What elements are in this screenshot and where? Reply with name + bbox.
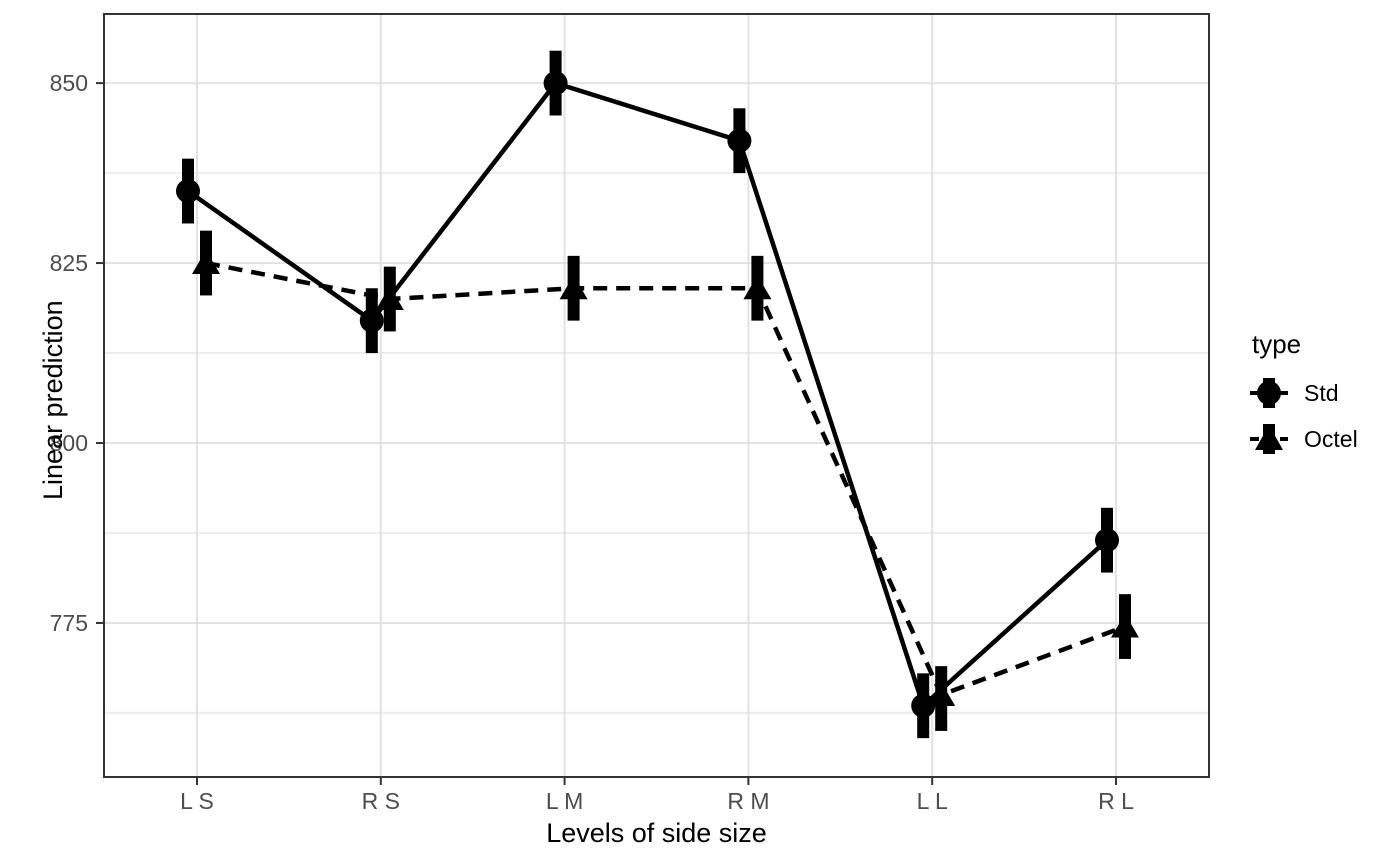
std-point-l-s — [176, 179, 200, 204]
x-tick-label-l-m: L M — [546, 788, 584, 814]
octel-point-l-m — [559, 275, 588, 300]
y-axis-title: Linear prediction — [38, 300, 68, 500]
legend-item-octel: Octel — [1248, 416, 1358, 462]
std-point-r-m — [727, 128, 752, 153]
x-axis-title: Levels of side size — [546, 818, 767, 848]
x-tick-label-r-m: R M — [727, 788, 769, 814]
legend-item-std: Std — [1248, 370, 1358, 416]
octel-line — [205, 260, 1126, 698]
octel-point-r-s — [375, 286, 404, 311]
legend-title: type — [1252, 329, 1302, 359]
std-pointrange-key-icon — [1250, 378, 1288, 408]
y-tick-label-850: 850 — [50, 70, 88, 96]
std-point-l-m — [543, 71, 568, 96]
legend-label-std: Std — [1304, 379, 1339, 406]
octel-point-r-m — [743, 275, 772, 300]
x-tick-label-l-l: L L — [917, 788, 948, 814]
legend: type Std Octel — [1248, 330, 1358, 462]
octel-pointrange-key-icon — [1250, 424, 1288, 454]
panel-border — [103, 13, 1210, 778]
std-point-r-l — [1095, 528, 1119, 553]
y-tick-label-825: 825 — [50, 250, 88, 276]
x-tick-label-r-l: R L — [1098, 788, 1134, 814]
octel-point-r-l — [1111, 613, 1139, 638]
y-tick-label-775: 775 — [50, 610, 88, 636]
x-tick-label-l-s: L S — [180, 788, 214, 814]
std-point-l-l — [911, 693, 936, 718]
octel-point-l-l — [927, 681, 956, 706]
std-line — [186, 80, 1109, 710]
std-point-r-s — [359, 308, 384, 333]
y-tick-label-800: 800 — [50, 430, 88, 456]
legend-label-octel: Octel — [1304, 425, 1358, 452]
octel-point-l-s — [192, 250, 220, 275]
x-tick-label-r-s: R S — [362, 788, 400, 814]
